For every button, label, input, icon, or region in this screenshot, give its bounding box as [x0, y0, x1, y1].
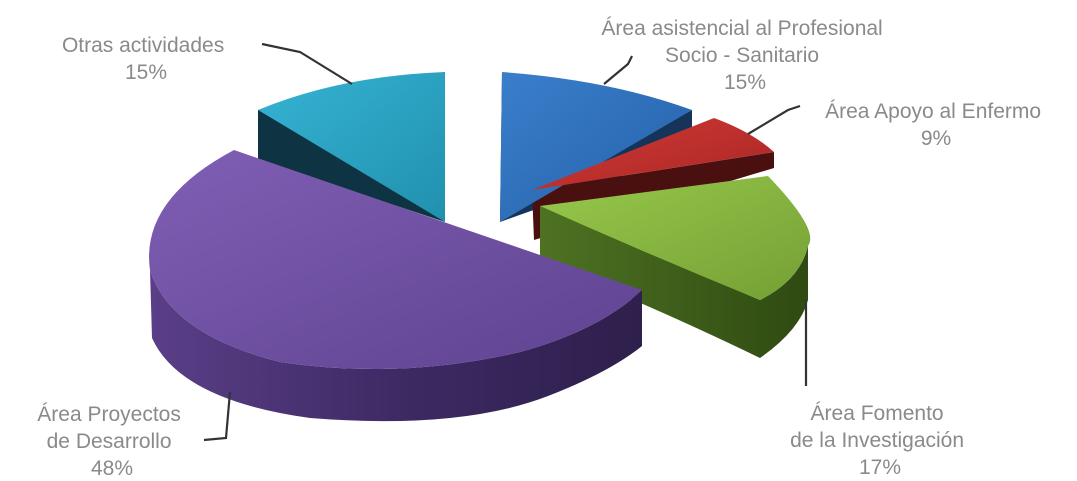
leader-area-apoyo-enfermo [747, 104, 801, 135]
label-area-asistencial: Área asistencial al Profesional Socio - … [601, 17, 888, 94]
leader-area-proyectos [203, 391, 232, 442]
leader-otras-actividades [261, 42, 353, 85]
label-area-proyectos: Área Proyectos de Desarrollo 48% [37, 403, 186, 480]
slice-side-area-fomento [540, 206, 808, 358]
slice-side-area-proyectos [150, 270, 642, 422]
slice-area-apoyo-enfermo [532, 118, 774, 190]
leader-area-asistencial [603, 55, 633, 85]
slice-area-proyectos [149, 150, 643, 370]
slice-otras-actividades [258, 72, 445, 222]
slice-area-fomento [540, 176, 811, 300]
label-area-fomento: Área Fomento de la Investigación 17% [790, 402, 970, 479]
label-area-apoyo-enfermo: Área Apoyo al Enfermo 9% [825, 100, 1047, 150]
label-otras-actividades: Otras actividades 15% [62, 34, 230, 84]
